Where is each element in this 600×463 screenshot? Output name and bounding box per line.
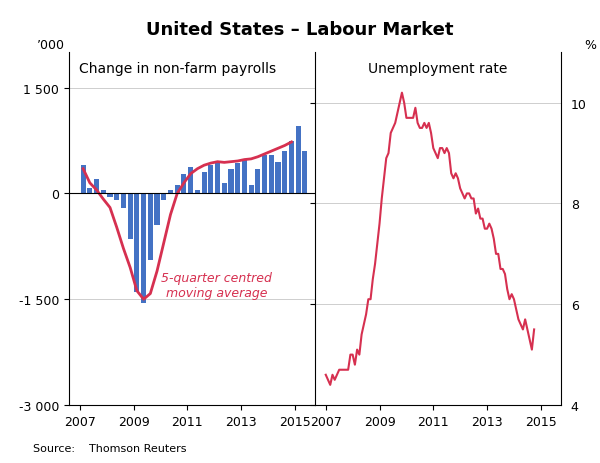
Bar [229,169,233,194]
Bar [289,141,294,194]
Bar [195,190,200,194]
Bar [80,166,86,194]
Bar [215,163,220,194]
Bar [161,194,166,201]
Bar [256,169,260,194]
Bar [275,163,281,194]
Text: 5-quarter centred
moving average: 5-quarter centred moving average [161,271,272,300]
Text: %: % [584,38,596,51]
Bar [175,186,180,194]
Bar [248,186,254,194]
Text: Change in non-farm payrolls: Change in non-farm payrolls [79,62,276,76]
Bar [128,194,133,240]
Bar [188,167,193,194]
Bar [107,194,113,198]
Bar [222,183,227,194]
Bar [87,188,92,194]
Bar [168,190,173,194]
Bar [242,160,247,194]
Bar [302,152,307,194]
Bar [181,174,187,194]
Text: Source:    Thomson Reuters: Source: Thomson Reuters [33,443,187,453]
Bar [141,194,146,303]
Bar [114,194,119,201]
Bar [202,173,206,194]
Bar [262,155,267,194]
Bar [121,194,126,208]
Text: ’000: ’000 [37,38,65,51]
Text: United States – Labour Market: United States – Labour Market [146,21,454,39]
Bar [154,194,160,225]
Bar [235,164,240,194]
Bar [101,190,106,194]
Bar [148,194,153,261]
Bar [296,127,301,194]
Text: Unemployment rate: Unemployment rate [368,62,508,76]
Bar [94,180,99,194]
Bar [269,155,274,194]
Bar [134,194,139,293]
Bar [282,152,287,194]
Bar [208,166,214,194]
